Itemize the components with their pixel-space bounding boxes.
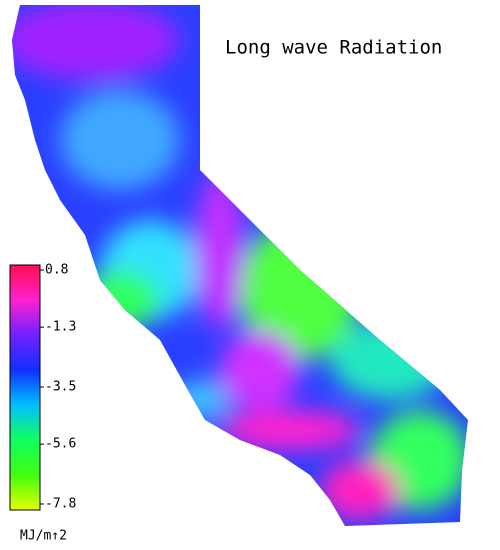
colorbar-tick-label: -3.5 [45,380,76,395]
colorbar-tick-label: -5.6 [45,437,76,452]
colorbar-unit: MJ/m↑2 [20,529,67,544]
map-title: Long wave Radiation [225,37,442,59]
colorbar-tick-label: 0.8 [45,263,68,278]
colorbar-tick-label: -1.3 [45,320,76,335]
colorbar-ramp [9,264,41,511]
colorbar: 0.8 -1.3 -3.5 -5.6 -7.8 [9,263,76,512]
colorbar-tick-label: -7.8 [45,497,76,512]
